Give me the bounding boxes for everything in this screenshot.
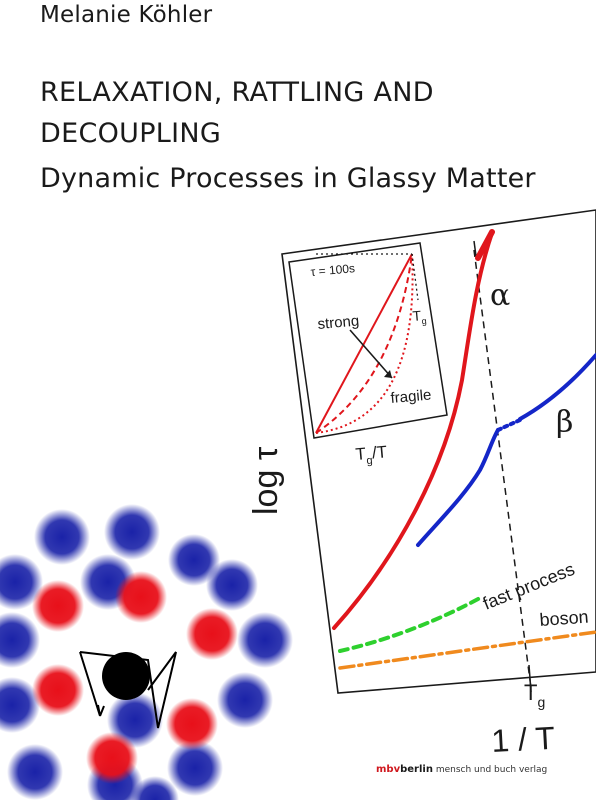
inset-tg-label: Tg [412,307,427,327]
book-title: RELAXATION, RATTLING AND DECOUPLING [40,77,434,149]
publisher-brand-berlin: berlin [400,764,433,775]
inset-tau-label: τ = 100s [310,261,355,279]
boson-curve [338,630,596,670]
beta-label: β [556,405,573,440]
author-name: Melanie Köhler [40,2,213,28]
publisher-tagline: mensch und buch verlag [435,765,548,775]
alpha-label: α [490,278,510,313]
inset-x-label: Tg/T [355,442,389,468]
inset-frame [288,242,448,439]
inset-curves [315,253,419,434]
alpha-curve [332,231,494,630]
fast-process-label: fast process [480,559,577,614]
tg-axis-label: Tg [524,680,545,710]
tg-dashed-line [473,249,532,689]
particle-cluster [0,504,293,800]
y-axis-label: log τ [247,446,285,515]
inset-fragile-label: fragile [390,386,432,406]
x-axis-label: 1 / T [490,720,555,759]
fast-process-curve [338,596,482,653]
publisher-logo: mbvberlin mensch und buch verlag [376,764,547,775]
inset-strong-label: strong [317,312,360,333]
beta-curve [416,428,500,547]
boson-label: boson [539,607,589,630]
book-subtitle: Dynamic Processes in Glassy Matter [40,163,536,194]
plot-frame [281,209,596,694]
publisher-brand-mbv: mbv [376,764,401,775]
